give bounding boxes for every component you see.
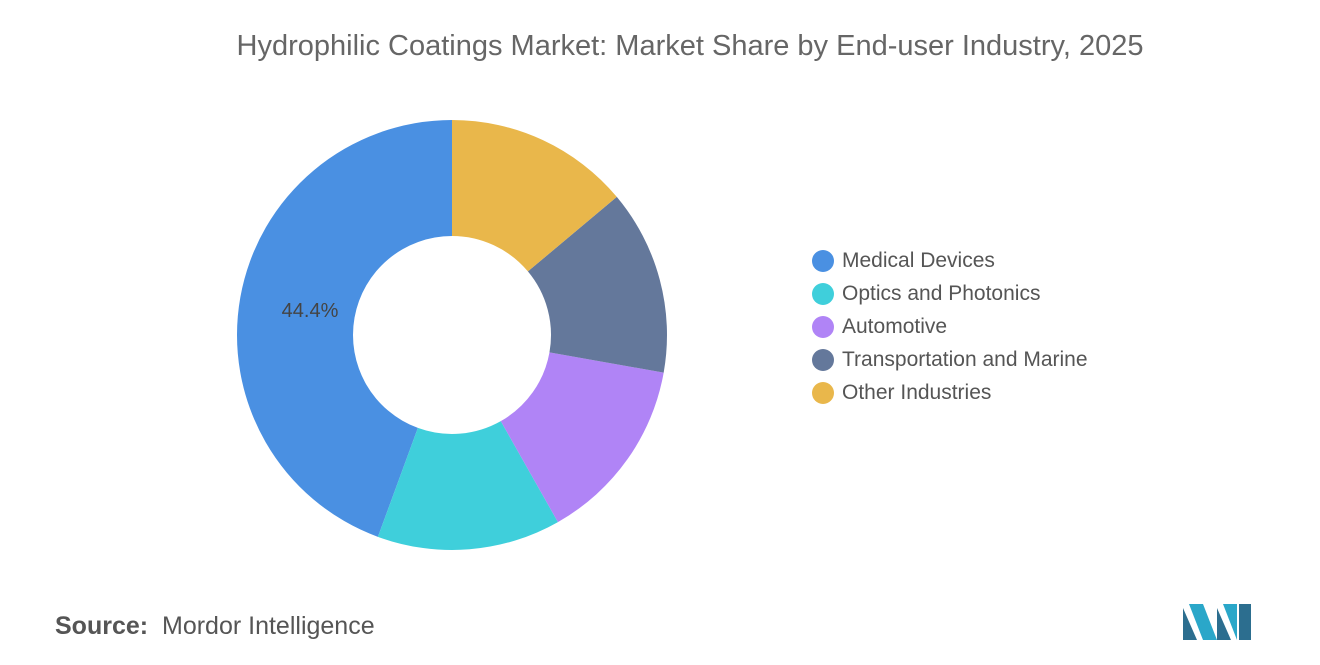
- legend-label: Automotive: [842, 314, 948, 338]
- legend-swatch-icon: [812, 348, 834, 371]
- legend-label: Transportation and Marine: [842, 347, 1088, 371]
- chart-title: Hydrophilic Coatings Market: Market Shar…: [236, 30, 1144, 62]
- mordor-intelligence-logo-icon: [1183, 604, 1251, 640]
- slice-medical-devices: [236, 120, 452, 537]
- legend-item-transportation-and-marine: Transportation and Marine: [812, 343, 1088, 376]
- legend-item-other-industries: Other Industries: [812, 376, 1088, 409]
- legend-item-medical-devices: Medical Devices: [812, 244, 1088, 277]
- legend-swatch-icon: [812, 282, 834, 305]
- slice-other-industries: [452, 120, 617, 272]
- legend-label: Optics and Photonics: [842, 281, 1041, 305]
- source-note: Source: Mordor Intelligence: [55, 612, 375, 641]
- slice-transportation-and-marine: [527, 196, 667, 373]
- source-label: Source:: [55, 612, 149, 640]
- legend: Medical Devices Optics and Photonics Autom…: [812, 244, 1088, 409]
- slice-automotive: [500, 352, 664, 523]
- legend-swatch-icon: [812, 249, 834, 272]
- legend-item-optics-and-photonics: Optics and Photonics: [812, 277, 1088, 310]
- legend-swatch-icon: [812, 381, 834, 404]
- legend-item-automotive: Automotive: [812, 310, 1088, 343]
- source-value: Mordor Intelligence: [162, 612, 375, 640]
- legend-label: Medical Devices: [842, 248, 995, 272]
- data-label-medical-devices: 44.4%: [282, 300, 339, 322]
- legend-label: Other Industries: [842, 380, 992, 404]
- slice-optics-and-photonics: [377, 421, 558, 550]
- legend-swatch-icon: [812, 315, 834, 338]
